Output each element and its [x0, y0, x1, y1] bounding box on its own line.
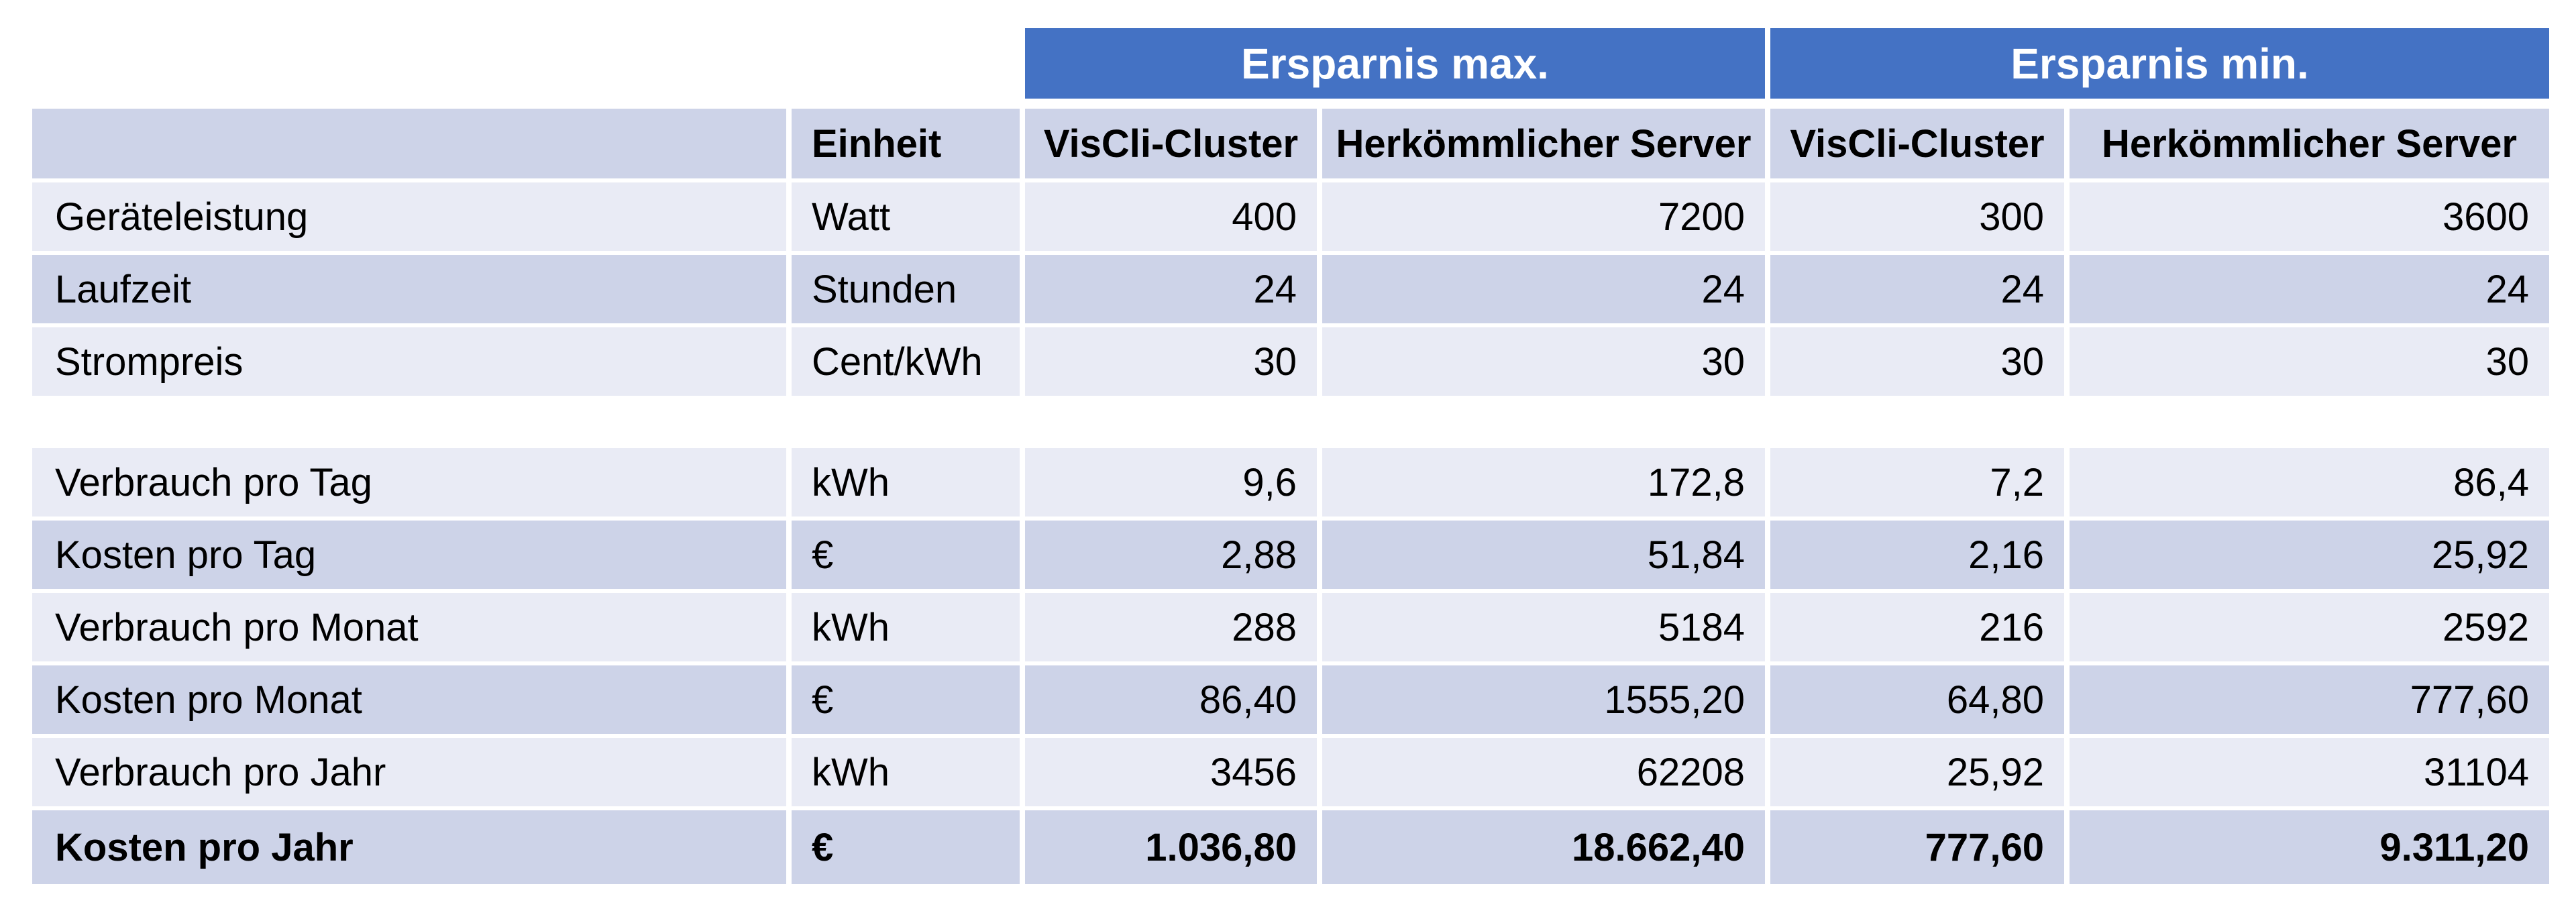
value-cell: 2,16	[1770, 521, 2064, 589]
header-viscli-min: VisCli-Cluster	[1770, 109, 2064, 178]
value-cell: 9.311,20	[2070, 810, 2549, 884]
value-cell: 24	[1770, 255, 2064, 323]
value-cell: 25,92	[2070, 521, 2549, 589]
value-cell: 25,92	[1770, 738, 2064, 806]
table-row-verbrauch-pro-monat: Verbrauch pro Monat kWh 288 5184 216 259…	[32, 593, 2549, 661]
unit-cell: €	[792, 521, 1020, 589]
row-label: Geräteleistung	[32, 182, 786, 251]
unit-cell: €	[792, 810, 1020, 884]
row-label: Kosten pro Tag	[32, 521, 786, 589]
value-cell: 400	[1025, 182, 1317, 251]
value-cell: 30	[1025, 327, 1317, 396]
group-header-row: Ersparnis max. Ersparnis min.	[32, 28, 2549, 99]
cost-comparison-table: Ersparnis max. Ersparnis min. Einheit Vi…	[32, 28, 2549, 884]
value-cell: 30	[1322, 327, 1765, 396]
unit-cell: kWh	[792, 448, 1020, 517]
row-label: Verbrauch pro Tag	[32, 448, 786, 517]
table-row-laufzeit: Laufzeit Stunden 24 24 24 24	[32, 255, 2549, 323]
value-cell: 30	[1770, 327, 2064, 396]
row-label: Verbrauch pro Monat	[32, 593, 786, 661]
value-cell: 31104	[2070, 738, 2549, 806]
value-cell: 2592	[2070, 593, 2549, 661]
value-cell: 64,80	[1770, 665, 2064, 734]
value-cell: 3600	[2070, 182, 2549, 251]
value-cell: 24	[1025, 255, 1317, 323]
row-label: Laufzeit	[32, 255, 786, 323]
value-cell: 24	[2070, 255, 2549, 323]
column-header-row: Einheit VisCli-Cluster Herkömmlicher Ser…	[32, 109, 2549, 178]
value-cell: 24	[1322, 255, 1765, 323]
value-cell: 1.036,80	[1025, 810, 1317, 884]
unit-cell: Watt	[792, 182, 1020, 251]
value-cell: 777,60	[1770, 810, 2064, 884]
row-label: Kosten pro Monat	[32, 665, 786, 734]
value-cell: 288	[1025, 593, 1317, 661]
unit-cell: €	[792, 665, 1020, 734]
header-viscli-max: VisCli-Cluster	[1025, 109, 1317, 178]
table-row-kosten-pro-monat: Kosten pro Monat € 86,40 1555,20 64,80 7…	[32, 665, 2549, 734]
value-cell: 3456	[1025, 738, 1317, 806]
header-empty-cell	[32, 109, 786, 178]
table-row-kosten-pro-tag: Kosten pro Tag € 2,88 51,84 2,16 25,92	[32, 521, 2549, 589]
table-row-kosten-pro-jahr: Kosten pro Jahr € 1.036,80 18.662,40 777…	[32, 810, 2549, 884]
value-cell: 86,40	[1025, 665, 1317, 734]
table-row-verbrauch-pro-jahr: Verbrauch pro Jahr kWh 3456 62208 25,92 …	[32, 738, 2549, 806]
group-header-spacer	[32, 28, 1020, 99]
value-cell: 18.662,40	[1322, 810, 1765, 884]
row-label: Verbrauch pro Jahr	[32, 738, 786, 806]
unit-cell: kWh	[792, 738, 1020, 806]
value-cell: 86,4	[2070, 448, 2549, 517]
header-einheit: Einheit	[792, 109, 1020, 178]
unit-cell: Stunden	[792, 255, 1020, 323]
group-header-ersparnis-min: Ersparnis min.	[1770, 28, 2549, 99]
value-cell: 62208	[1322, 738, 1765, 806]
unit-cell: kWh	[792, 593, 1020, 661]
row-label: Kosten pro Jahr	[32, 810, 786, 884]
row-label: Strompreis	[32, 327, 786, 396]
value-cell: 5184	[1322, 593, 1765, 661]
value-cell: 30	[2070, 327, 2549, 396]
value-cell: 172,8	[1322, 448, 1765, 517]
header-server-max: Herkömmlicher Server	[1322, 109, 1765, 178]
table-row-strompreis: Strompreis Cent/kWh 30 30 30 30	[32, 327, 2549, 396]
value-cell: 216	[1770, 593, 2064, 661]
value-cell: 51,84	[1322, 521, 1765, 589]
value-cell: 7,2	[1770, 448, 2064, 517]
table-row-geraeteleistung: Geräteleistung Watt 400 7200 300 3600	[32, 182, 2549, 251]
value-cell: 300	[1770, 182, 2064, 251]
value-cell: 1555,20	[1322, 665, 1765, 734]
value-cell: 9,6	[1025, 448, 1317, 517]
group-header-ersparnis-max: Ersparnis max.	[1025, 28, 1765, 99]
table-row-verbrauch-pro-tag: Verbrauch pro Tag kWh 9,6 172,8 7,2 86,4	[32, 448, 2549, 517]
value-cell: 2,88	[1025, 521, 1317, 589]
unit-cell: Cent/kWh	[792, 327, 1020, 396]
value-cell: 777,60	[2070, 665, 2549, 734]
header-server-min: Herkömmlicher Server	[2070, 109, 2549, 178]
value-cell: 7200	[1322, 182, 1765, 251]
